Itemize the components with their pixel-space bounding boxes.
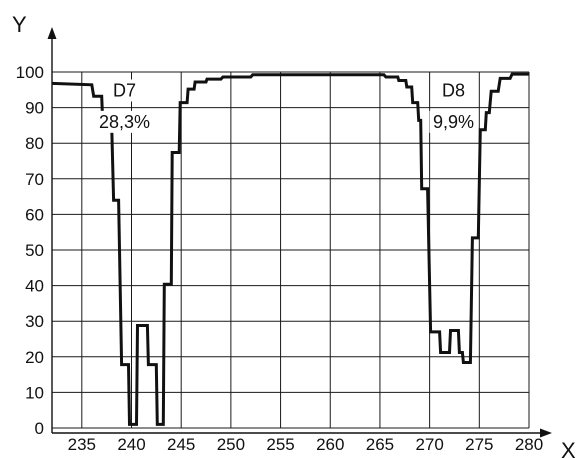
annotation-label: D8 — [442, 80, 465, 100]
x-tick-label: 245 — [167, 435, 195, 454]
y-tick-label: 60 — [25, 205, 44, 224]
y-tick-label: 80 — [25, 134, 44, 153]
x-tick-label: 235 — [68, 435, 96, 454]
x-tick-label: 280 — [515, 435, 543, 454]
series-line-1 — [51, 72, 529, 426]
x-tick-label: 265 — [366, 435, 394, 454]
annotation-bg — [95, 110, 154, 133]
x-axis-title: X — [561, 438, 576, 458]
x-tick-label: 260 — [316, 435, 344, 454]
x-tick-label: 275 — [465, 435, 493, 454]
annotations: D7 28,3% D8 9,9% — [95, 79, 478, 133]
annotation-label: D7 — [113, 80, 136, 100]
x-axis-arrow — [540, 428, 552, 438]
y-tick-label: 20 — [25, 348, 44, 367]
y-tick-label: 0 — [35, 419, 44, 438]
y-tick-label: 90 — [25, 99, 44, 118]
y-tick-label: 50 — [25, 241, 44, 260]
annotation-label: 9,9% — [433, 112, 474, 132]
y-tick-label: 10 — [25, 383, 44, 402]
annotation-bg — [429, 110, 478, 133]
y-tick-label: 30 — [25, 312, 44, 331]
series-layer — [51, 72, 529, 426]
y-tick-label: 100 — [16, 63, 44, 82]
x-tick-label: 255 — [266, 435, 294, 454]
y-axis-arrow — [47, 27, 57, 39]
y-tick-label: 40 — [25, 277, 44, 296]
y-tick-label: 70 — [25, 170, 44, 189]
tick-labels: 0 10 20 30 40 50 60 70 80 90 100 235 240 245 250 255 260… — [16, 63, 544, 454]
annotation-bg — [111, 79, 139, 102]
x-tick-label: 250 — [217, 435, 245, 454]
annotation-label: 28,3% — [99, 112, 150, 132]
axes: Y X — [12, 12, 576, 458]
annotation-bg — [439, 79, 467, 102]
y-axis-title: Y — [12, 12, 27, 37]
x-tick-label: 270 — [415, 435, 443, 454]
x-tick-label: 240 — [117, 435, 145, 454]
